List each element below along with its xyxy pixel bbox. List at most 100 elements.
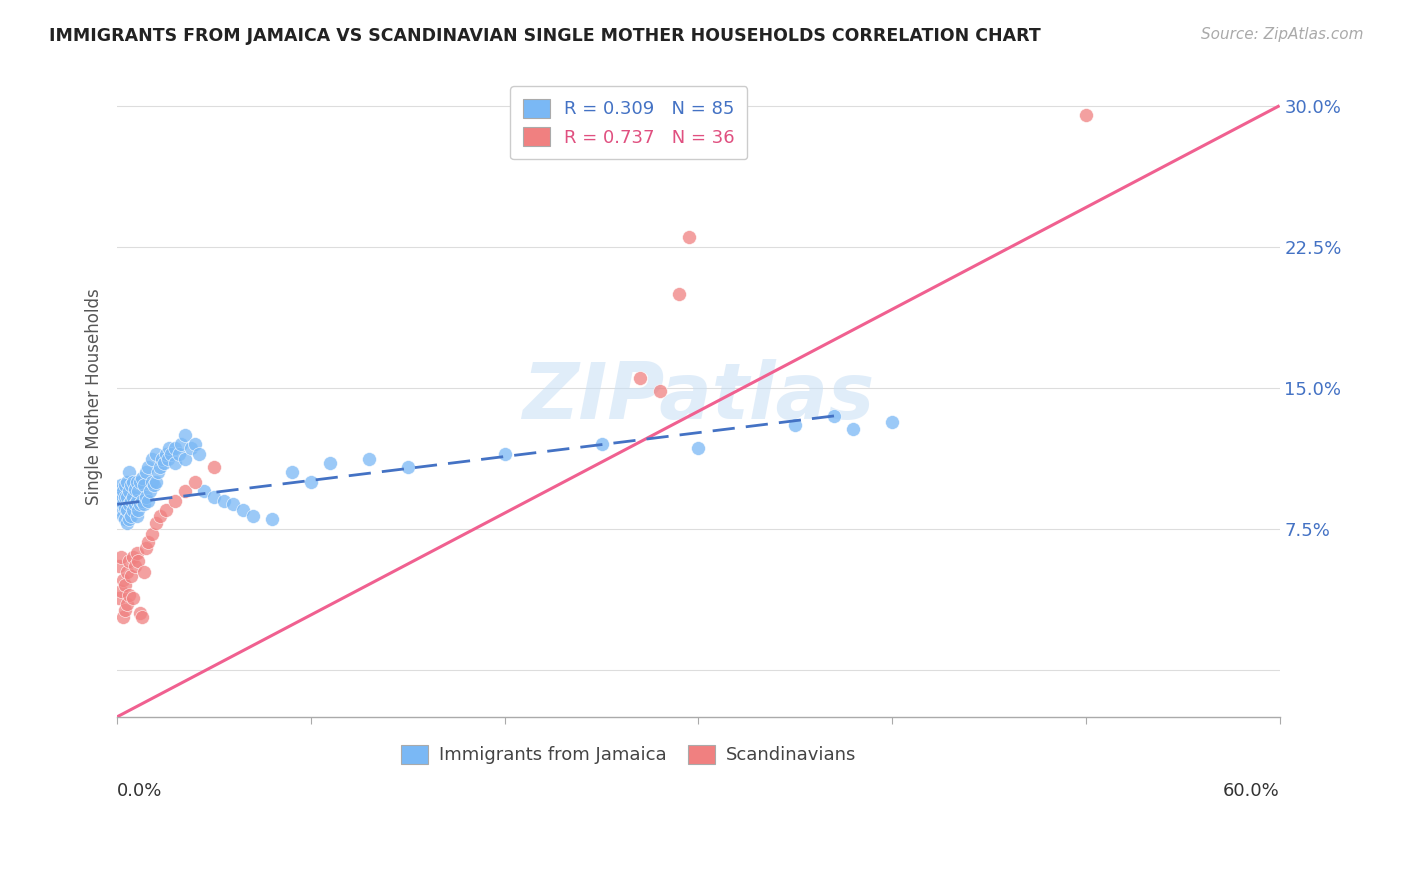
Point	[134, 497, 156, 511]
Point	[785, 418, 807, 433]
Point	[174, 484, 197, 499]
Point	[202, 459, 225, 474]
Point	[114, 578, 136, 592]
Point	[115, 516, 138, 530]
Text: Source: ZipAtlas.com: Source: ZipAtlas.com	[1201, 27, 1364, 42]
Point	[114, 602, 136, 616]
Point	[121, 475, 143, 489]
Text: 0.0%: 0.0%	[117, 781, 163, 800]
Point	[193, 484, 215, 499]
Text: 60.0%: 60.0%	[1223, 781, 1279, 800]
Point	[129, 475, 152, 489]
Point	[242, 508, 264, 523]
Point	[115, 490, 138, 504]
Point	[139, 484, 162, 499]
Point	[128, 503, 150, 517]
Point	[141, 475, 163, 489]
Point	[114, 478, 136, 492]
Point	[180, 441, 202, 455]
Point	[135, 490, 157, 504]
Y-axis label: Single Mother Households: Single Mother Households	[86, 289, 103, 506]
Point	[120, 568, 142, 582]
Point	[648, 384, 671, 399]
Point	[167, 446, 190, 460]
Point	[202, 490, 225, 504]
Point	[131, 471, 153, 485]
Point	[628, 371, 651, 385]
Point	[115, 503, 138, 517]
Point	[111, 573, 134, 587]
Point	[114, 501, 136, 516]
Point	[145, 446, 167, 460]
Point	[110, 490, 132, 504]
Point	[165, 441, 187, 455]
Point	[108, 591, 131, 606]
Point	[115, 565, 138, 579]
Point	[141, 452, 163, 467]
Point	[174, 452, 197, 467]
Point	[145, 516, 167, 530]
Point	[165, 456, 187, 470]
Point	[114, 490, 136, 504]
Point	[121, 503, 143, 517]
Point	[121, 591, 143, 606]
Point	[120, 478, 142, 492]
Point	[183, 475, 205, 489]
Point	[160, 446, 183, 460]
Point	[678, 230, 700, 244]
Point	[1074, 108, 1097, 122]
Point	[143, 478, 166, 492]
Point	[120, 508, 142, 523]
Point	[135, 466, 157, 480]
Point	[108, 484, 131, 499]
Point	[124, 497, 146, 511]
Point	[222, 497, 245, 511]
Point	[110, 503, 132, 517]
Point	[155, 446, 177, 460]
Point	[110, 549, 132, 564]
Point	[125, 493, 148, 508]
Point	[125, 546, 148, 560]
Point	[135, 541, 157, 555]
Point	[110, 583, 132, 598]
Point	[115, 597, 138, 611]
Point	[110, 478, 132, 492]
Point	[688, 441, 710, 455]
Point	[357, 452, 380, 467]
Point	[136, 535, 159, 549]
Point	[129, 497, 152, 511]
Point	[118, 497, 141, 511]
Point	[232, 503, 254, 517]
Point	[494, 446, 516, 460]
Point	[128, 484, 150, 499]
Point	[118, 466, 141, 480]
Point	[165, 493, 187, 508]
Point	[118, 554, 141, 568]
Point	[146, 466, 169, 480]
Point	[108, 559, 131, 574]
Point	[149, 508, 172, 523]
Point	[118, 484, 141, 499]
Point	[280, 466, 302, 480]
Point	[591, 437, 613, 451]
Point	[136, 459, 159, 474]
Point	[128, 554, 150, 568]
Point	[150, 452, 173, 467]
Point	[183, 437, 205, 451]
Point	[262, 512, 284, 526]
Text: ZIPatlas: ZIPatlas	[522, 359, 875, 435]
Point	[136, 493, 159, 508]
Point	[118, 588, 141, 602]
Point	[108, 493, 131, 508]
Point	[121, 490, 143, 504]
Point	[111, 508, 134, 523]
Point	[152, 456, 174, 470]
Point	[842, 422, 865, 436]
Point	[115, 475, 138, 489]
Point	[396, 459, 419, 474]
Legend: Immigrants from Jamaica, Scandinavians: Immigrants from Jamaica, Scandinavians	[394, 738, 863, 772]
Point	[111, 484, 134, 499]
Point	[111, 497, 134, 511]
Point	[125, 475, 148, 489]
Point	[114, 512, 136, 526]
